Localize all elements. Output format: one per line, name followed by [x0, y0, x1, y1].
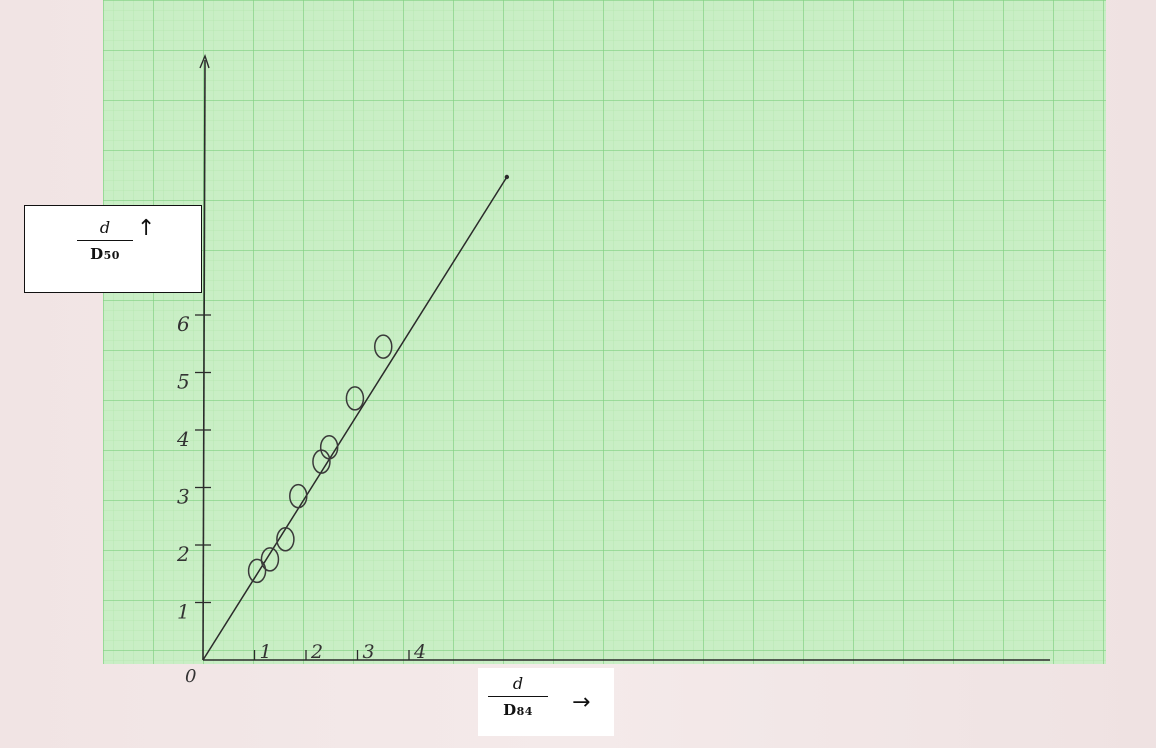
data-point — [247, 558, 267, 584]
y-tick-label: 3 — [177, 485, 190, 509]
y-axis-fraction: d D50 — [77, 218, 133, 265]
x-axis-label-box: d D84 → — [478, 668, 614, 736]
y-label-fraction-bar — [77, 240, 133, 241]
x-label-numerator: d — [512, 674, 524, 693]
x-axis-fraction: d D84 — [488, 674, 548, 721]
x-tick-label: 2 — [310, 641, 323, 663]
y-label-numerator: d — [99, 218, 111, 237]
y-axis-line — [202, 59, 206, 661]
x-label-subscript: 84 — [516, 705, 533, 718]
y-tick-label: 2 — [176, 542, 190, 566]
fit-line-group — [202, 174, 510, 661]
data-point — [374, 334, 393, 359]
y-tick-label: 6 — [177, 312, 190, 336]
y-label-denominator-letter: D — [90, 245, 104, 263]
y-tick-label: 5 — [177, 370, 190, 394]
x-tick-label: 3 — [363, 641, 375, 663]
data-point — [260, 547, 280, 572]
origin-label: 0 — [185, 666, 196, 687]
fit-line-end-dot — [504, 174, 510, 180]
x-label-denominator: D84 — [488, 701, 548, 721]
y-axis-up-arrow: ↑ — [137, 216, 156, 241]
y-label-denominator: D50 — [77, 245, 133, 265]
data-point — [289, 483, 308, 509]
axes — [199, 54, 1050, 661]
data-point — [276, 527, 295, 552]
y-tick-label: 4 — [176, 427, 190, 451]
x-tick-label: 1 — [260, 641, 272, 663]
y-axis-arrowhead — [199, 54, 210, 69]
data-points — [247, 334, 393, 584]
x-axis-right-arrow: → — [572, 690, 591, 715]
y-label-subscript: 50 — [103, 249, 120, 262]
x-tick-label: 4 — [413, 641, 426, 663]
fit-line — [202, 176, 508, 661]
data-point — [319, 435, 339, 460]
y-tick-label: 1 — [177, 600, 190, 624]
data-point — [345, 386, 365, 411]
x-label-denominator-letter: D — [503, 701, 517, 719]
graph-grid — [103, 0, 1106, 664]
y-axis-label-box: d D50 ↑ — [24, 205, 202, 293]
x-label-fraction-bar — [488, 696, 548, 697]
axis-ticks: 0 1 2 3 4 1 2 3 4 5 6 — [176, 312, 426, 687]
